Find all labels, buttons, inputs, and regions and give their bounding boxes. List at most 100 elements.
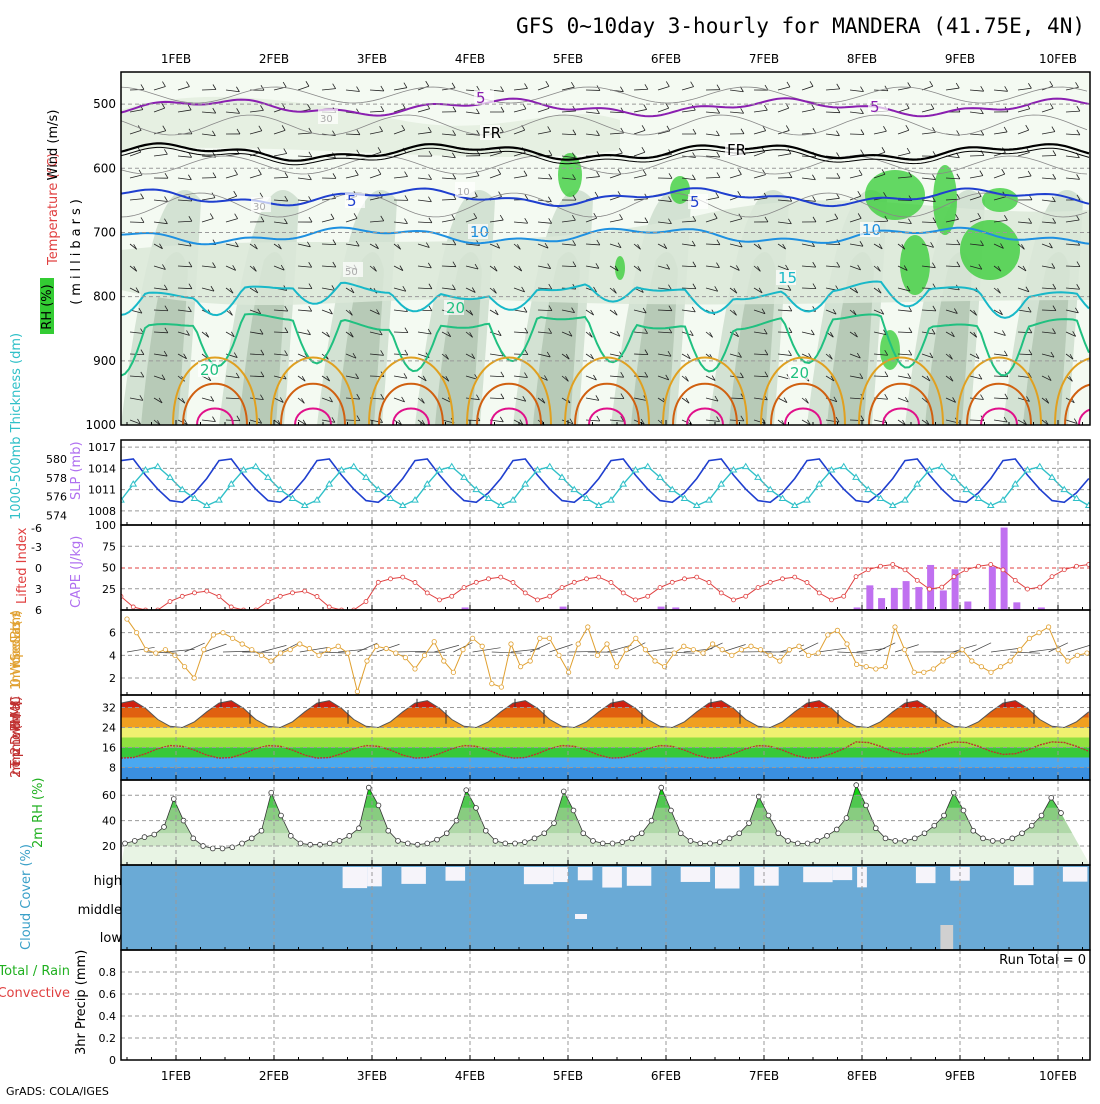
rh-high-patch [933,165,957,235]
wind-marker [902,647,906,651]
rh-marker [396,838,401,843]
wind-marker [442,659,446,663]
slp-tick: 1008 [88,505,116,518]
date-label-top: 1FEB [161,52,191,66]
wind-marker [778,659,782,663]
slp-marker [645,464,651,469]
wind-marker [806,653,810,657]
lifted-marker [1001,568,1005,572]
cape-bar [903,581,910,610]
contour-label: 5 [347,192,357,210]
lifted-marker [940,585,944,589]
slp-marker [841,464,847,469]
wind-marker [288,647,292,651]
wind-marker [154,651,158,655]
cape-bar [989,567,996,610]
wind-marker [960,647,964,651]
rh-marker [327,841,332,846]
cape-tick: 50 [102,562,116,575]
lifted-marker [1062,568,1066,572]
cloud-high-gap [401,867,426,884]
rh-marker [337,838,342,843]
rh-band [121,846,1090,865]
rh-marker [922,831,927,836]
wind-marker [816,651,820,655]
wind-marker [259,653,263,657]
wind-marker [749,644,753,648]
lifted-marker [205,589,209,593]
rh-marker [288,833,293,838]
lifted-marker [425,591,429,595]
precip-ylabel: 3hr Precip (mm) [74,950,89,1055]
wind-marker [643,647,647,651]
rh-marker [132,838,137,843]
cloud-high-gap [715,867,740,889]
rh-marker [786,838,791,843]
rh-high-patch [865,170,925,220]
precip-tick: 0 [109,1054,116,1067]
lifted-marker [854,575,858,579]
rh2m-plot [121,780,1090,865]
rh-marker [259,828,264,833]
rh-marker [864,803,869,808]
cloud-high-gap [754,867,779,886]
surface-barb [972,643,991,652]
wind-barb [1042,155,1056,156]
lifted-tick: 3 [35,583,42,596]
rh-marker [630,836,635,841]
contour-label: 5 [870,98,880,116]
rh-marker [659,785,664,790]
lifted-marker [193,591,197,595]
wind-marker [912,670,916,674]
wind-marker [278,651,282,655]
rh2m-ylabel: 2m RH (%) [31,777,46,848]
wind10m-ylabel: 10m Wind Speed & Barbs (m/s) [9,610,24,690]
date-label-bottom: 7FEB [749,1069,779,1083]
slp-marker [1037,464,1043,469]
lifted-marker [695,575,699,579]
wind-marker [490,681,494,685]
thickness-line [121,459,1089,502]
wind-marker [528,659,532,663]
slp-ylabel: SLP (mb) [69,441,84,500]
rh-marker [240,841,245,846]
rh-tick: 40 [102,815,116,828]
wind-marker [1085,651,1089,655]
lifted-marker [266,600,270,604]
rh-marker [552,821,557,826]
lifted-marker [707,580,711,584]
lifted-cape-plot [119,525,1091,612]
wind-marker [547,636,551,640]
rh-marker [688,838,693,843]
thickness-ylabel: 1000-500mb Thickness (dm) [9,333,24,520]
slp-tick: 1017 [88,441,116,454]
rh-marker [903,838,908,843]
cape-bar [940,590,947,610]
date-label-top: 9FEB [945,52,975,66]
lifted-marker [732,598,736,602]
rh-marker [854,783,859,788]
wind-marker [730,653,734,657]
rh-marker [1000,838,1005,843]
wind-marker [182,664,186,668]
surface-barb [991,648,1020,652]
rh-marker [298,841,303,846]
rh-marker [513,841,518,846]
precip-plot [121,972,1090,1038]
rh-marker [542,831,547,836]
slp-marker [743,464,749,469]
rh-marker [152,832,157,837]
wind-marker [1027,636,1031,640]
wind-marker [682,644,686,648]
rh-high-patch [900,235,930,295]
lifted-marker [450,594,454,598]
surface-barb [876,643,895,652]
lifted-marker [903,568,907,572]
lifted-marker [327,605,331,609]
rh-marker [815,838,820,843]
wind-barb [850,134,864,135]
lifted-marker [744,594,748,598]
